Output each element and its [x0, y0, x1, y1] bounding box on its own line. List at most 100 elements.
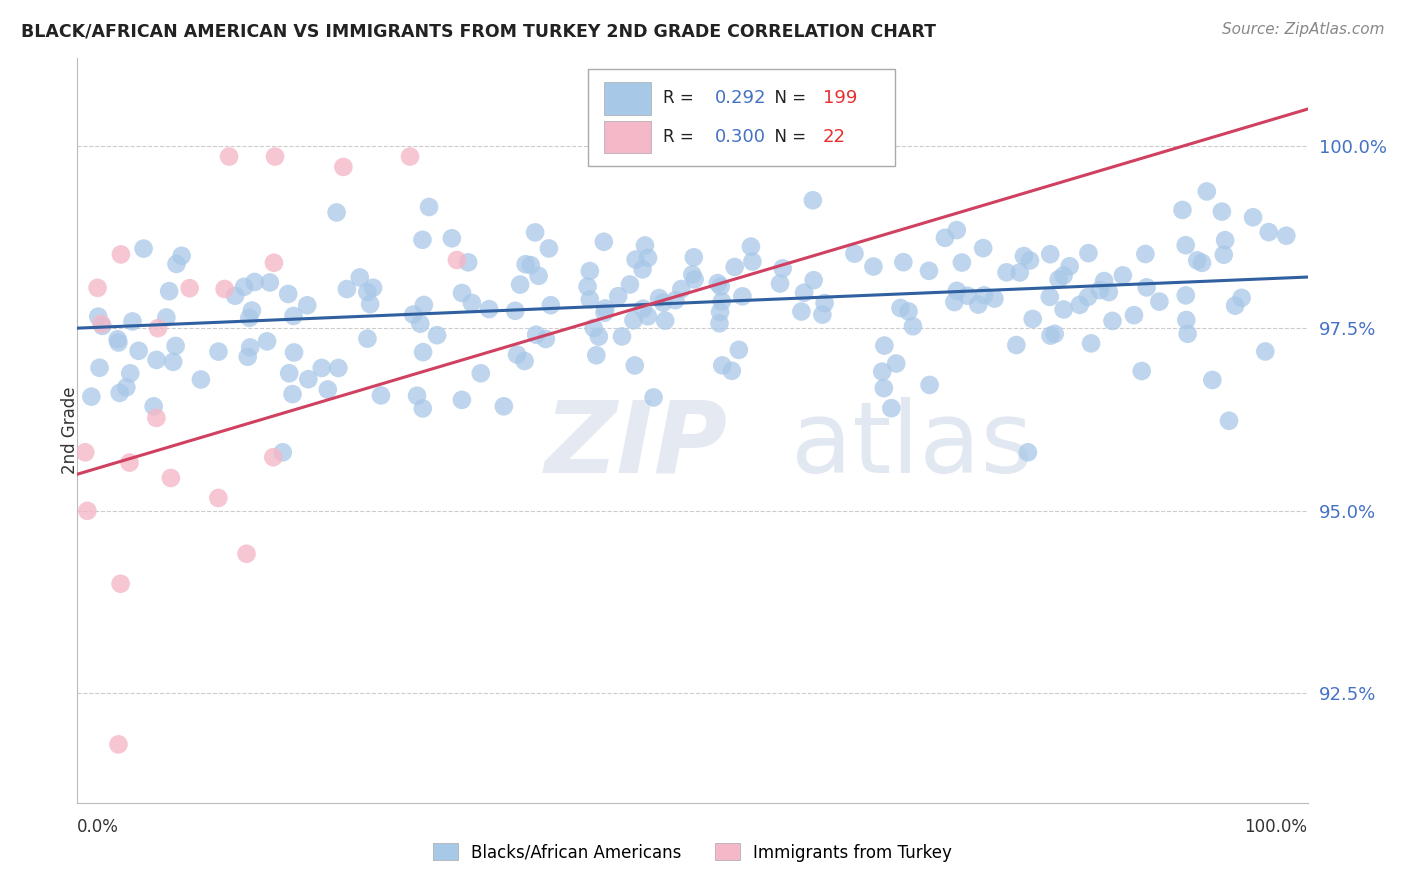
Point	[332, 160, 354, 174]
Point	[873, 381, 896, 395]
Point	[683, 272, 706, 286]
Point	[1088, 283, 1111, 297]
Point	[740, 239, 762, 253]
Point	[264, 150, 287, 164]
Point	[891, 255, 914, 269]
Point	[709, 316, 731, 330]
Point	[361, 281, 384, 295]
Point	[1052, 268, 1074, 283]
Point	[240, 303, 263, 318]
Text: N =: N =	[763, 128, 811, 146]
Point	[1149, 294, 1171, 309]
Point	[790, 304, 813, 318]
Point	[214, 282, 236, 296]
Text: 100.0%: 100.0%	[1244, 818, 1308, 836]
Point	[1174, 238, 1197, 252]
Point	[643, 391, 665, 405]
Point	[918, 264, 941, 278]
Point	[132, 242, 155, 256]
Point	[118, 456, 141, 470]
Point	[142, 400, 165, 414]
Point	[492, 399, 515, 413]
Point	[256, 334, 278, 349]
Point	[728, 343, 751, 357]
Point	[359, 297, 381, 311]
Point	[451, 285, 474, 300]
Point	[711, 359, 734, 373]
Point	[120, 366, 142, 380]
Point	[631, 301, 654, 316]
Point	[1077, 290, 1099, 304]
Point	[1059, 259, 1081, 273]
Text: 0.292: 0.292	[714, 89, 766, 107]
Point	[457, 255, 479, 269]
Point	[654, 313, 676, 327]
Point	[595, 301, 617, 316]
Point	[741, 254, 763, 268]
Point	[207, 491, 229, 505]
Text: Source: ZipAtlas.com: Source: ZipAtlas.com	[1222, 22, 1385, 37]
Point	[637, 310, 659, 324]
Point	[983, 292, 1005, 306]
Point	[179, 281, 201, 295]
Bar	[605, 82, 651, 114]
Point	[540, 298, 562, 312]
Point	[1098, 285, 1121, 299]
Legend: Blacks/African Americans, Immigrants from Turkey: Blacks/African Americans, Immigrants fro…	[433, 843, 952, 862]
Point	[585, 348, 607, 362]
Point	[1191, 256, 1213, 270]
Point	[110, 576, 132, 591]
Point	[844, 246, 866, 260]
Point	[1218, 414, 1240, 428]
Point	[950, 255, 973, 269]
Point	[1175, 313, 1198, 327]
Point	[91, 318, 114, 333]
Point	[1254, 344, 1277, 359]
Point	[724, 260, 747, 274]
Point	[671, 282, 693, 296]
Point	[1101, 314, 1123, 328]
Point	[412, 345, 434, 359]
Point	[588, 329, 610, 343]
Point	[1022, 312, 1045, 326]
Point	[634, 238, 657, 252]
Point	[995, 265, 1018, 279]
Point	[592, 235, 614, 249]
Point	[972, 241, 994, 255]
Point	[1213, 233, 1236, 247]
Point	[121, 314, 143, 328]
Point	[579, 264, 602, 278]
Point	[1080, 336, 1102, 351]
Point	[370, 388, 392, 402]
Point	[681, 268, 703, 282]
Text: R =: R =	[664, 89, 699, 107]
Text: 22: 22	[823, 128, 846, 146]
Point	[1201, 373, 1223, 387]
Point	[412, 401, 434, 416]
Point	[537, 242, 560, 256]
Point	[811, 308, 834, 322]
Point	[945, 223, 967, 237]
Text: 199: 199	[823, 89, 858, 107]
Point	[1177, 326, 1199, 341]
Point	[207, 344, 229, 359]
Point	[440, 231, 463, 245]
Point	[1187, 253, 1209, 268]
Point	[710, 279, 733, 293]
Point	[524, 226, 547, 240]
Point	[967, 297, 990, 311]
Point	[399, 150, 422, 164]
Point	[1195, 185, 1218, 199]
Point	[619, 277, 641, 292]
Point	[1130, 364, 1153, 378]
Point	[157, 284, 180, 298]
Point	[224, 289, 246, 303]
Point	[89, 360, 111, 375]
Point	[1136, 280, 1159, 294]
Point	[325, 205, 347, 219]
Point	[884, 356, 907, 370]
Point	[637, 251, 659, 265]
Point	[579, 293, 602, 307]
Point	[862, 260, 884, 274]
Point	[243, 275, 266, 289]
